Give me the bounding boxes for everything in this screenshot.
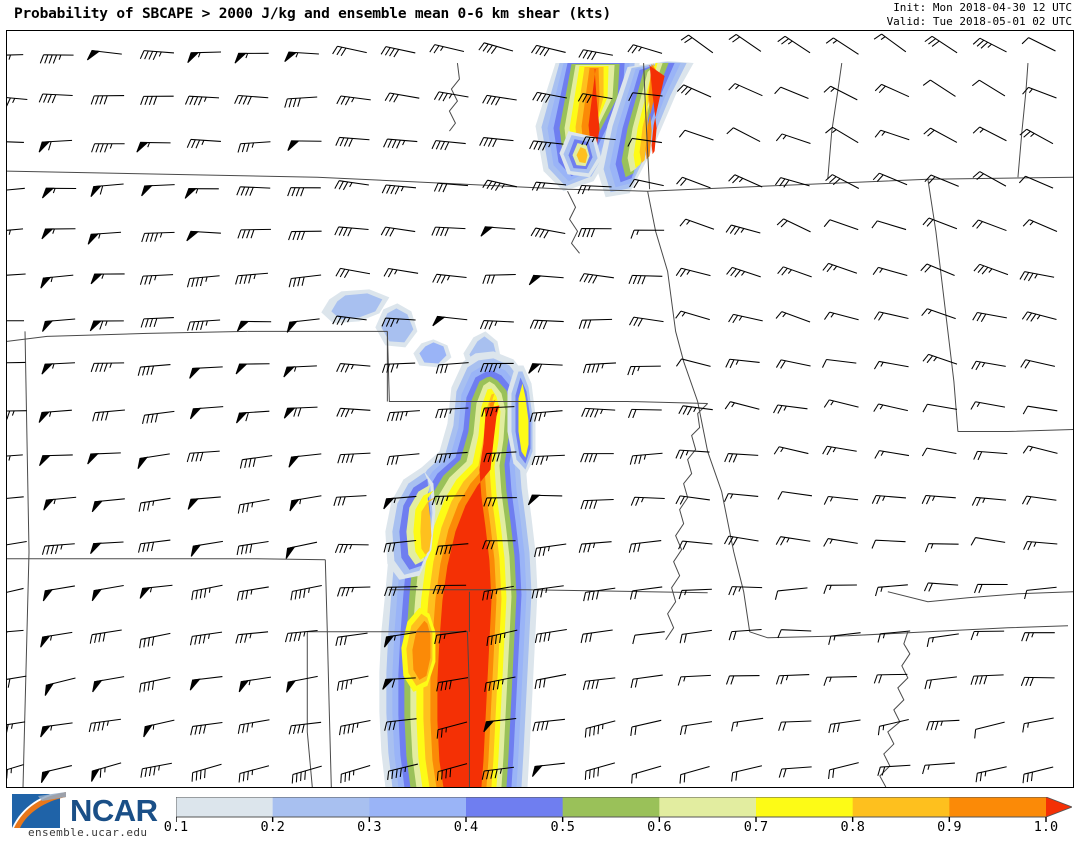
colorbar-over-arrow [1046,797,1072,817]
colorbar-band [853,797,950,817]
wind-barb-half [985,771,986,776]
ncar-url-label: ensemble.ucar.edu [28,826,147,839]
init-time-label: Init: Mon 2018-04-30 12 UTC [887,1,1072,15]
wind-barb-full [680,775,681,784]
colorbar-tick-label: 0.7 [744,819,768,835]
wind-barb-full [341,774,342,783]
colorbar-tick-label: 0.8 [840,819,864,835]
wind-barb-half [209,588,210,593]
wind-barb-shaft [486,275,516,276]
wind-barb-half [883,725,884,730]
colorbar-tick-label: 0.5 [550,819,574,835]
colorbar-band [563,797,660,817]
wind-barb-shaft [387,587,417,588]
wind-barb-full [437,772,438,781]
colorbar-tick-label: 0.2 [260,819,284,835]
wind-barb-shaft [877,674,907,675]
colorbar-tick-label: 0.3 [357,819,381,835]
colorbar-band [949,797,1046,817]
wind-barb-full [301,772,302,781]
header: Probability of SBCAPE > 2000 J/kg and en… [0,0,1080,30]
wind-barb-half [504,633,505,638]
map-canvas [7,31,1073,787]
time-stamp-block: Init: Mon 2018-04-30 12 UTC Valid: Tue 2… [887,1,1072,28]
wind-barb-shaft [7,362,25,363]
wind-barb-shaft [827,677,857,678]
ncar-logo: NCAR ensemble.ucar.edu [8,788,170,840]
wind-barb-full [585,771,586,780]
wind-barb-half [153,725,154,730]
colorbar-tick-label: 0.1 [164,819,188,835]
colorbar-band [369,797,466,817]
wind-barb-full [632,774,633,783]
colorbar-band [466,797,563,817]
wind-barb-shaft [241,229,271,230]
wind-barb-full [305,771,306,780]
wind-barb-half [405,767,406,772]
wind-barb-shaft [94,363,124,364]
valid-time-label: Valid: Tue 2018-05-01 02 UTC [887,15,1072,29]
wind-barb-full [296,773,297,782]
wind-barb-full [349,772,350,781]
wind-barb-full [196,771,197,780]
colorbar-band [756,797,853,817]
wind-barb-full [598,767,599,776]
wind-barb-full [594,769,595,778]
colorbar-band [659,797,756,817]
colorbar-tick-label: 0.6 [647,819,671,835]
wind-barb-full [205,769,206,778]
wind-barb-full [589,770,590,779]
wind-barb-full [292,774,293,783]
wind-barb-full [442,771,443,780]
colorbar-tick-label: 0.9 [937,819,961,835]
map-panel [6,30,1074,788]
colorbar-tick-label: 1.0 [1034,819,1058,835]
wind-barb-half [446,727,447,732]
wind-barb-full [345,773,346,782]
colorbar-tick-label: 0.4 [454,819,478,835]
svg-text:NCAR: NCAR [70,793,158,828]
wind-barb-full [684,773,685,782]
wind-barb-full [446,769,447,778]
wind-barb-full [192,773,193,782]
colorbar-band [176,797,273,817]
footer: NCAR ensemble.ucar.edu 0.1 0.2 0.3 0.4 0.5 0.… [0,788,1080,842]
wind-barb-full [200,770,201,779]
wind-barb-full [100,769,101,778]
page-title: Probability of SBCAPE > 2000 J/kg and en… [14,6,611,22]
colorbar-band [273,797,370,817]
wind-barb-full [450,768,451,777]
